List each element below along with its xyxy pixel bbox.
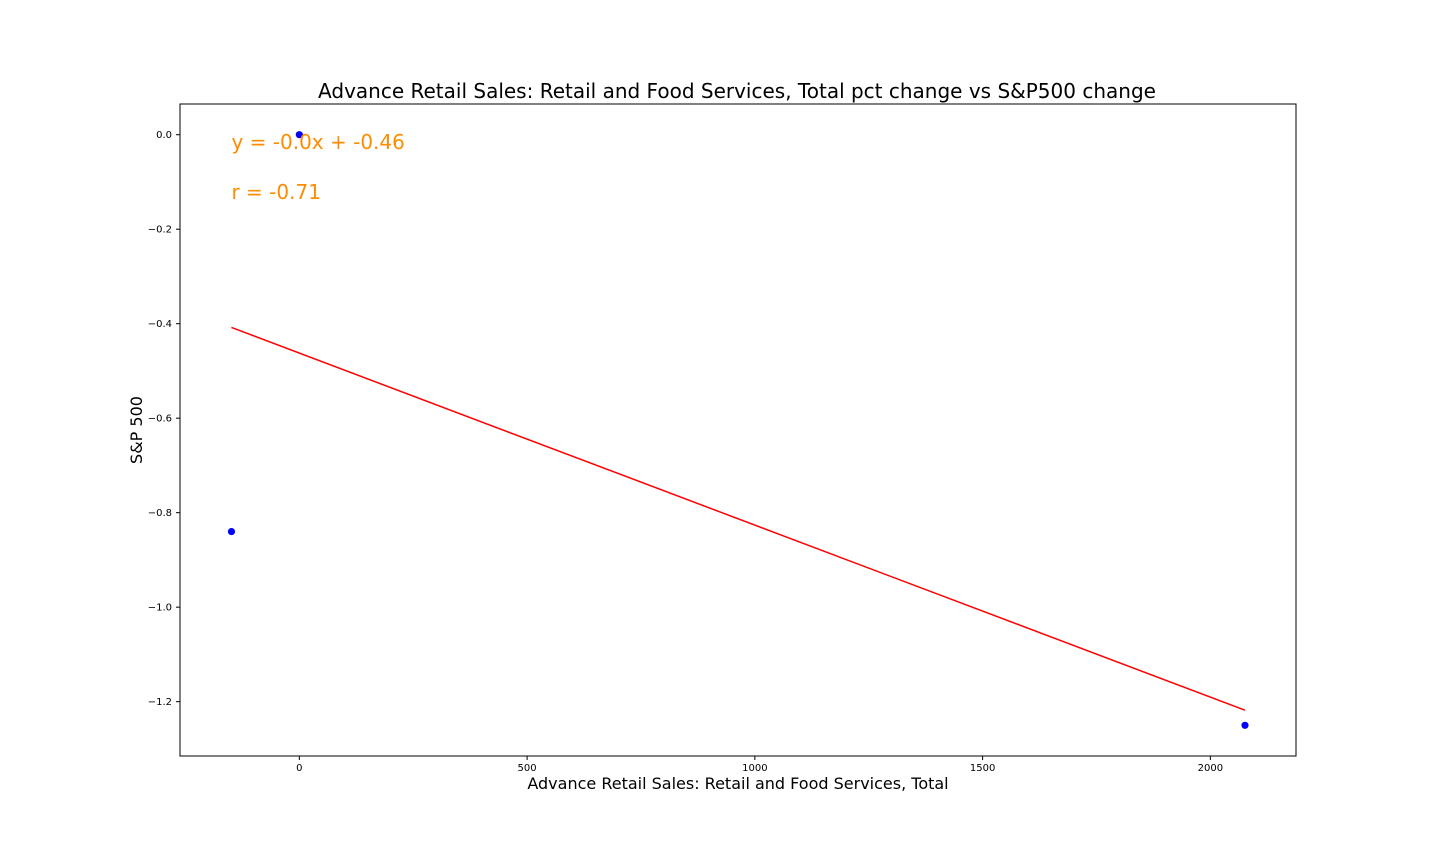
y-axis-ticks: 0.0 −0.2 −0.4 −0.6 −0.8 −1.0 −1.2 [148,130,180,708]
data-point [1241,721,1249,729]
plot-area-frame [179,103,1297,757]
y-tick-label: −0.2 [148,225,172,236]
y-tick-label: −1.0 [148,603,172,614]
data-point [295,131,303,139]
x-axis-ticks: 0 500 1000 1500 2000 [296,756,1223,774]
y-tick-label: −0.4 [148,319,172,330]
data-points [227,131,1249,729]
x-tick-label: 2000 [1198,763,1223,774]
correlation-annotation: r = -0.71 [231,180,320,204]
y-tick-label: −0.6 [148,414,172,425]
regression-line [231,326,1246,711]
x-tick-label: 500 [518,763,537,774]
x-axis-label: Advance Retail Sales: Retail and Food Se… [527,774,948,793]
x-tick-label: 1500 [970,763,995,774]
y-tick-label: 0.0 [156,130,172,141]
y-axis-label: S&P 500 [127,396,146,464]
regression-equation-annotation: y = -0.0x + -0.46 [231,130,404,154]
regression-line-group [231,326,1246,711]
chart-title: Advance Retail Sales: Retail and Food Se… [318,79,1156,103]
annotations: y = -0.0x + -0.46 r = -0.71 [231,130,404,204]
x-tick-label: 0 [296,763,302,774]
data-point [227,527,236,536]
y-tick-label: −1.2 [148,697,172,708]
y-tick-label: −0.8 [148,508,172,519]
x-tick-label: 1000 [742,763,767,774]
